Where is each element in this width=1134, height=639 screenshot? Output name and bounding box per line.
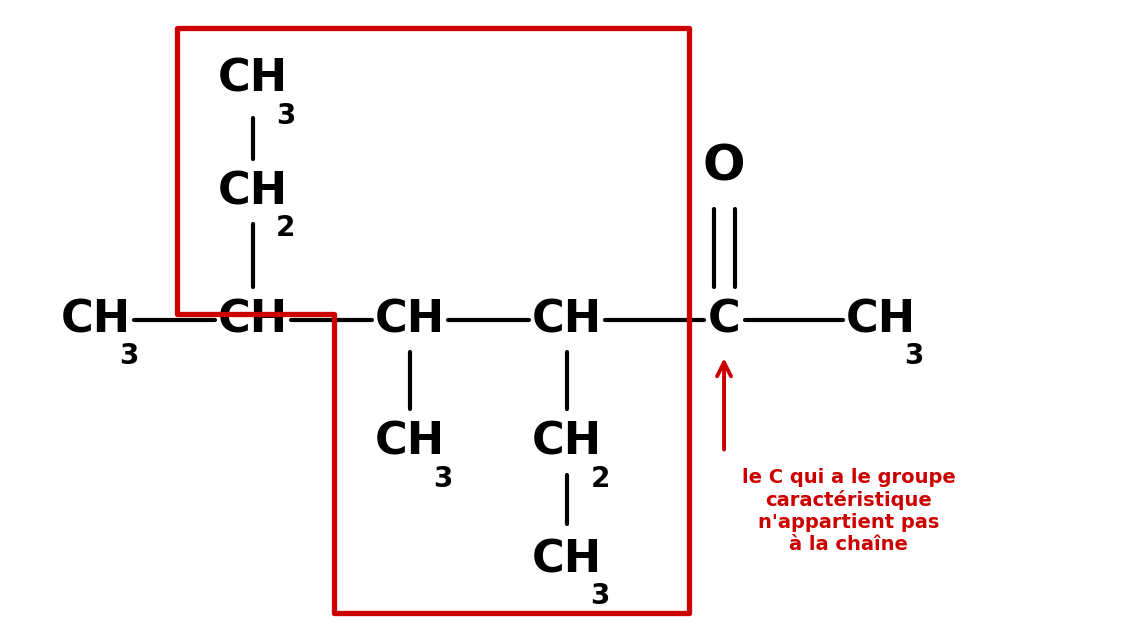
Text: 3: 3 (119, 342, 138, 370)
Text: CH: CH (532, 420, 602, 464)
Text: CH: CH (532, 298, 602, 341)
Text: le C qui a le groupe
caractéristique
n'appartient pas
à la chaîne: le C qui a le groupe caractéristique n'a… (742, 468, 955, 554)
Text: CH: CH (218, 170, 288, 213)
Text: CH: CH (532, 538, 602, 581)
Text: 3: 3 (905, 342, 924, 370)
Text: 3: 3 (433, 465, 452, 493)
Text: 3: 3 (277, 102, 296, 130)
Text: O: O (703, 142, 745, 190)
Text: CH: CH (846, 298, 916, 341)
Text: 2: 2 (591, 465, 610, 493)
Text: CH: CH (375, 420, 445, 464)
Text: CH: CH (375, 298, 445, 341)
Text: C: C (708, 298, 741, 341)
Text: CH: CH (218, 298, 288, 341)
Text: 3: 3 (591, 582, 610, 610)
Text: CH: CH (218, 58, 288, 101)
Text: CH: CH (61, 298, 130, 341)
Text: 2: 2 (277, 214, 296, 242)
